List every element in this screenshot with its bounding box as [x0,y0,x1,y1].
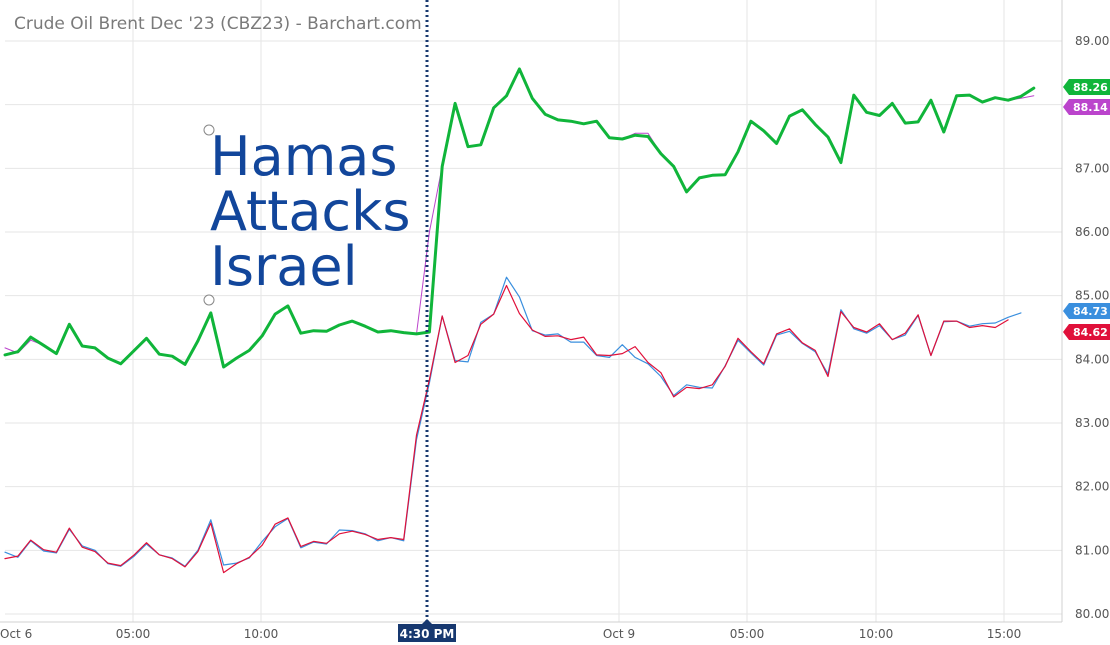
y-tick-label: 85.00 [1075,289,1109,303]
annotation-line-1: Hamas [210,125,398,188]
y-tick-label: 83.00 [1075,416,1109,430]
y-tick-label: 87.00 [1075,161,1109,175]
axis-layer: 89.0088.0087.0086.0085.0084.0083.0082.00… [0,34,1110,641]
x-tick-label: 10:00 [244,627,279,641]
annotation-line-3: Israel [210,235,358,298]
event-time-text: 4:30 PM [400,627,455,641]
last-value-label: 88.14 [1073,101,1108,114]
x-tick-label: 15:00 [987,627,1022,641]
chart-title: Crude Oil Brent Dec '23 (CBZ23) - Barcha… [14,14,422,34]
annotation: Hamas Attacks Israel [203,124,411,306]
last-value-label: 88.26 [1073,81,1108,94]
y-tick-label: 86.00 [1075,225,1109,239]
y-tick-label: 81.00 [1075,543,1109,557]
y-tick-label: 82.00 [1075,480,1109,494]
last-value-badge-purple: 88.14 [1063,99,1110,115]
last-value-label: 84.62 [1073,326,1108,339]
x-tick-label: 05:00 [730,627,765,641]
series-layer [3,67,1036,574]
x-tick-label: 05:00 [116,627,151,641]
x-tick-label: 10:00 [859,627,894,641]
series-line-green [3,67,1036,369]
event-marker-label: 4:30 PM [398,619,456,642]
event-layer: 4:30 PM [398,0,456,642]
x-tick-label: Oct 9 [603,627,635,641]
annotation-line-2: Attacks [210,180,411,243]
last-value-badge-green: 88.26 [1063,79,1110,95]
last-value-badge-blue: 84.73 [1063,303,1110,319]
x-tick-label: Oct 6 [0,627,32,641]
y-tick-label: 89.00 [1075,34,1109,48]
annotation-handle-bottom[interactable] [203,294,215,306]
last-value-badge-red: 84.62 [1063,324,1110,340]
y-tick-label: 84.00 [1075,352,1109,366]
last-value-label: 84.73 [1073,305,1108,318]
y-tick-label: 80.00 [1075,607,1109,621]
annotation-handle-top[interactable] [203,124,215,136]
series-line-blue [4,276,1022,567]
grid-layer [0,0,1063,623]
series-line-red [4,284,1009,574]
